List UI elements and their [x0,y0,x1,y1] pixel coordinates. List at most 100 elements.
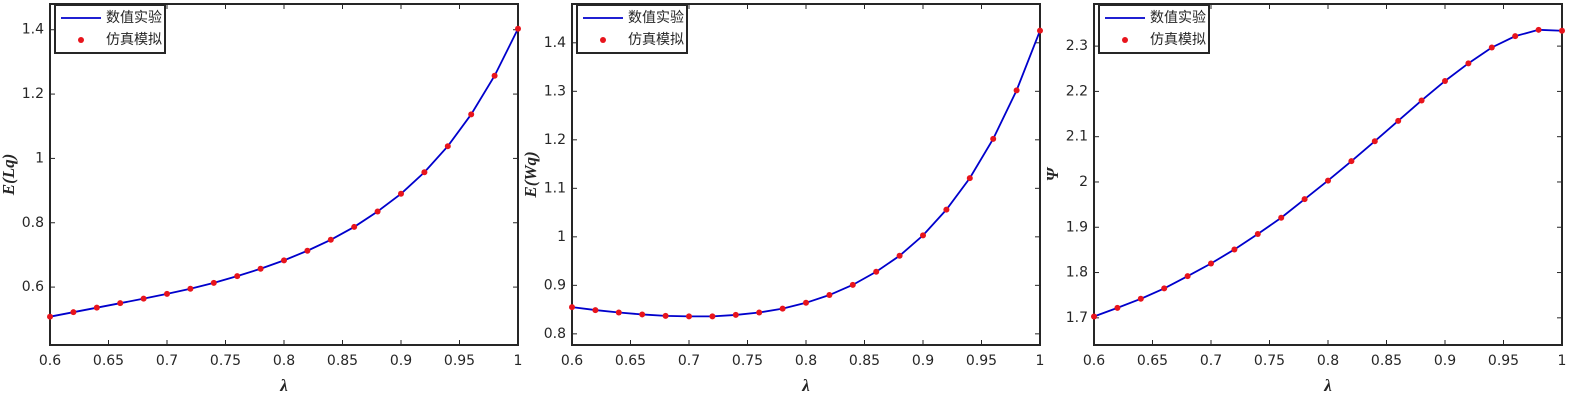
data-point [1013,87,1020,94]
x-tick-label: 1 [1558,353,1567,369]
y-tick-label: 2.2 [1066,83,1088,99]
data-point [1208,260,1214,267]
x-tick-label: 0.95 [1488,353,1519,369]
data-line [1093,28,1563,318]
y-tick-label: 2.3 [1066,38,1088,54]
y-axis-label: E(Lq) [0,154,18,197]
x-tick-label: 0.6 [1083,353,1105,369]
data-point [1395,117,1402,124]
y-tick-label: 0.8 [544,326,566,342]
data-point [990,135,997,142]
y-tick-label: 2.1 [1066,129,1088,145]
x-tick-label: 1 [1036,353,1045,369]
x-tick-label: 0.9 [912,353,934,369]
x-tick-label: 0.6 [561,353,583,369]
y-tick-label: 1.1 [544,180,566,196]
legend-label: 数值实验 [628,10,684,26]
x-tick-label: 0.6 [39,353,61,369]
x-tick-label: 0.65 [615,353,646,369]
y-axis-label: Ψ [1043,166,1062,181]
y-tick-label: 1.4 [22,22,44,38]
x-tick-label: 0.95 [444,353,475,369]
legend-box [576,4,688,54]
data-line [49,28,519,318]
data-point [1535,26,1542,33]
x-tick-label: 1 [514,353,523,369]
data-point [1348,158,1355,165]
data-point [164,290,170,297]
data-point [966,175,973,182]
data-point [327,236,334,243]
x-tick-label: 0.85 [849,353,880,369]
y-tick-label: 1.3 [544,83,566,99]
legend-dot [600,37,606,43]
data-point [732,311,739,318]
data-point [93,304,100,311]
axes-box [1093,3,1563,346]
y-tick-label: 1.4 [544,35,566,51]
x-tick-label: 0.9 [1434,353,1456,369]
x-tick-label: 0.75 [1254,353,1285,369]
data-point [1184,273,1191,280]
y-tick-label: 1 [557,229,566,245]
data-point [943,206,950,213]
data-point [1137,295,1144,302]
data-point [1037,27,1043,34]
legend-label: 仿真模拟 [106,32,162,48]
data-point [210,279,217,286]
data-point [639,311,646,318]
axes-box [49,3,519,346]
y-tick-label: 1.2 [544,132,566,148]
data-point [70,309,77,316]
data-point [234,273,241,280]
data-point [515,25,521,32]
x-tick-label: 0.8 [273,353,295,369]
legend-dot [78,37,84,43]
y-tick-label: 2 [1079,174,1088,190]
data-point [140,295,147,302]
data-point [1465,60,1472,67]
x-axis-label: λ [801,376,810,395]
data-point [1442,77,1448,84]
y-tick-label: 1.2 [22,86,44,102]
data-point [187,285,194,292]
data-point [920,232,926,239]
data-point [1114,304,1121,311]
data-point [1231,246,1238,253]
y-tick-label: 1.8 [1066,265,1088,281]
legend-label: 仿真模拟 [628,32,684,48]
data-line [571,30,1041,318]
data-point [569,304,575,311]
x-tick-label: 0.85 [327,353,358,369]
data-point [351,223,358,230]
y-tick-label: 1.9 [1066,219,1088,235]
data-point [686,313,692,320]
x-axis-label: λ [1323,376,1332,395]
x-tick-label: 0.7 [678,353,700,369]
x-tick-label: 0.75 [732,353,763,369]
data-point [662,312,669,319]
legend-box [54,4,166,54]
data-point [304,247,311,254]
x-tick-label: 0.8 [795,353,817,369]
data-point [281,257,287,264]
data-point [1512,33,1519,40]
data-point [444,143,451,150]
x-tick-label: 0.9 [390,353,412,369]
data-point [615,309,622,316]
data-point [873,268,880,275]
data-point [1488,44,1495,51]
data-point [257,265,264,272]
data-point [1254,231,1261,238]
y-tick-label: 0.6 [22,279,44,295]
y-tick-label: 1 [35,150,44,166]
x-tick-label: 0.8 [1317,353,1339,369]
data-point [709,313,716,320]
y-axis-label: E(Wq) [521,151,540,198]
x-tick-label: 0.7 [1200,353,1222,369]
data-point [1091,313,1097,320]
data-point [421,169,428,176]
legend-box [1098,4,1210,54]
data-point [47,313,53,320]
data-point [1301,196,1308,203]
